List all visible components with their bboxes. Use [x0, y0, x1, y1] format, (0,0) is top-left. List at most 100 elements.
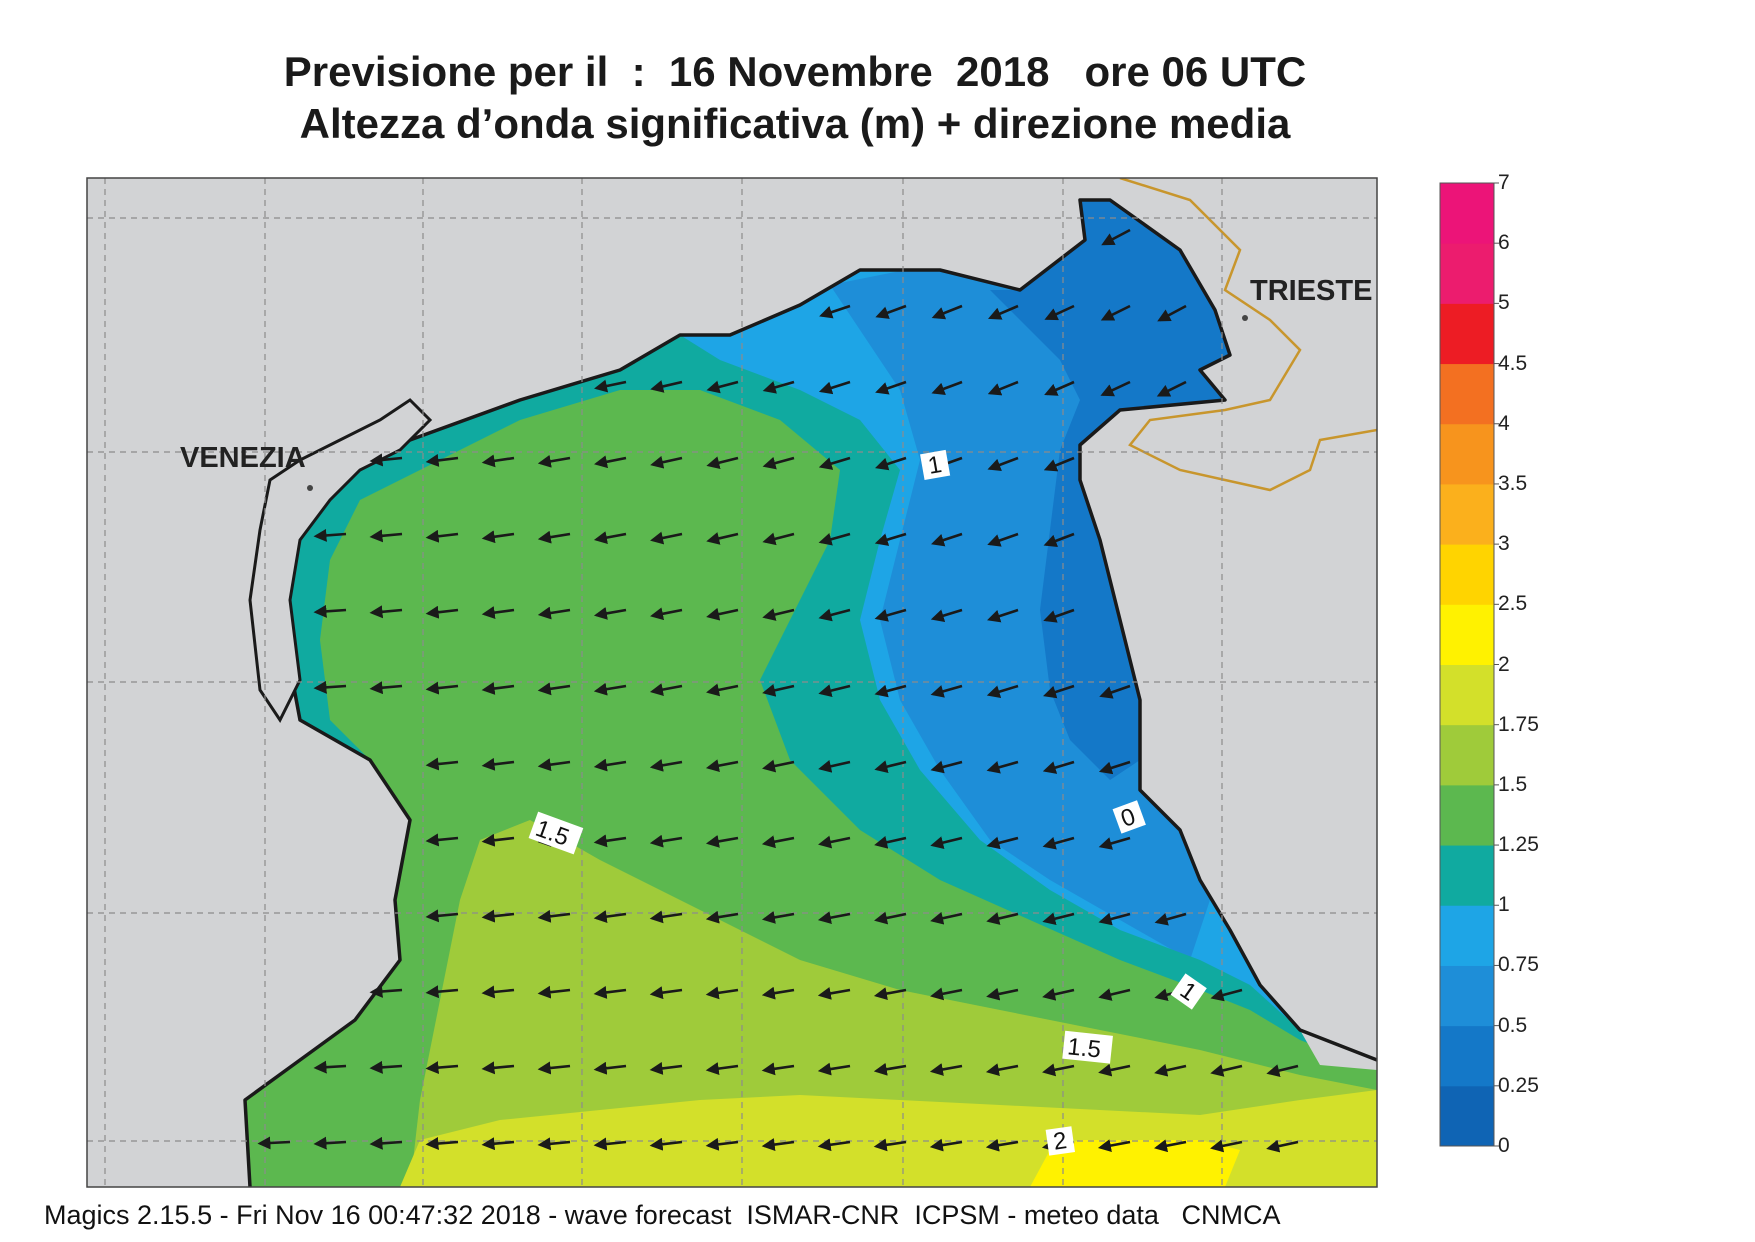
wave-arrow — [257, 1136, 291, 1150]
wave-arrow — [1042, 912, 1075, 926]
wave-arrow — [930, 987, 963, 1001]
wave-arrow — [1098, 912, 1131, 926]
wave-arrow — [1100, 380, 1131, 397]
colorbar-label: 1 — [1498, 893, 1510, 917]
wave-arrow — [481, 1061, 515, 1075]
wave-arrow — [649, 683, 683, 696]
wave-arrow — [761, 1062, 795, 1076]
colorbar-label: 0.5 — [1498, 1013, 1528, 1037]
wave-arrow — [1100, 304, 1131, 321]
colorbar-swatch — [1440, 183, 1494, 244]
wave-arrow — [1156, 380, 1187, 397]
wave-direction-arrows — [257, 228, 1299, 1153]
wave-arrow — [874, 911, 907, 925]
wave-arrow — [818, 456, 851, 470]
city-label-trieste: TRIESTE — [1250, 275, 1372, 307]
wave-arrow — [425, 1137, 459, 1150]
wave-arrow — [706, 380, 739, 394]
colorbar-swatch — [1440, 363, 1494, 425]
wave-arrow — [481, 682, 515, 695]
wave-arrow — [481, 606, 515, 620]
trieste-marker — [1242, 315, 1248, 321]
colorbar-label: 0.25 — [1498, 1073, 1539, 1097]
wave-arrow — [1042, 1063, 1075, 1077]
wave-arrow — [1043, 456, 1075, 472]
wave-arrow — [873, 987, 907, 1000]
wave-arrow — [593, 531, 627, 544]
wave-arrow — [1043, 684, 1075, 699]
wave-arrow — [817, 1138, 851, 1152]
wave-arrow — [988, 304, 1019, 320]
wave-arrow — [1210, 1064, 1243, 1077]
wave-arrow — [369, 1060, 403, 1074]
colorbar-label: 1.25 — [1498, 833, 1539, 857]
wave-arrow — [313, 1060, 347, 1074]
venezia-marker — [307, 485, 313, 491]
colorbar-swatch — [1440, 1085, 1494, 1147]
footer-credits: Magics 2.15.5 - Fri Nov 16 00:47:32 2018… — [44, 1200, 1281, 1230]
wave-arrow — [425, 605, 459, 619]
wave-arrow — [481, 530, 515, 544]
wave-arrow — [818, 608, 851, 622]
wave-arrow — [761, 986, 795, 1000]
colorbar-swatch — [1440, 965, 1494, 1027]
lat-lon-grid — [87, 178, 1377, 1187]
wave-arrow — [929, 1138, 963, 1152]
wave-arrow — [930, 608, 963, 622]
wave-arrow — [705, 1062, 739, 1076]
wave-arrow — [1097, 1139, 1131, 1152]
colorbar-swatch — [1440, 243, 1494, 304]
contour-label-5: 1.5 — [1062, 1030, 1113, 1064]
wave-arrow — [705, 986, 739, 1000]
colorbar-swatch — [1440, 724, 1494, 786]
wave-arrow — [818, 835, 851, 849]
wave-arrow — [1042, 760, 1075, 774]
coastline — [243, 198, 1377, 1187]
wave-arrow — [649, 910, 683, 924]
contour-label-3: 0 — [1112, 800, 1146, 834]
wave-arrow — [1044, 380, 1075, 396]
wave-arrow — [313, 680, 347, 694]
wave-arrow — [1101, 228, 1131, 246]
wave-arrow — [875, 380, 907, 395]
wave-arrow — [1098, 836, 1131, 850]
colorbar-label: 4 — [1498, 411, 1510, 435]
wave-arrow — [537, 606, 571, 620]
wave-arrow — [313, 1136, 347, 1150]
wave-arrow — [761, 835, 795, 849]
wave-arrow — [425, 1061, 459, 1075]
wave-arrow — [874, 532, 907, 546]
wave-arrow — [874, 684, 907, 698]
wave-arrow — [819, 304, 851, 319]
wave-arrow — [761, 1138, 795, 1151]
colorbar-swatch — [1440, 604, 1494, 665]
wave-arrow — [987, 456, 1019, 472]
wave-arrow — [930, 836, 963, 849]
city-label-venezia: VENEZIA — [180, 442, 306, 474]
wave-arrow — [369, 453, 403, 467]
colorbar-swatch — [1440, 423, 1494, 485]
wave-arrow — [930, 760, 963, 774]
wave-arrow — [481, 833, 515, 847]
wave-arrow — [1157, 304, 1187, 322]
wave-arrow — [873, 1138, 907, 1152]
colorbar-label: 5 — [1498, 291, 1510, 315]
wave-arrow — [873, 1062, 907, 1076]
wave-arrow — [1210, 1139, 1243, 1153]
colorbar — [1439, 182, 1499, 1147]
wave-arrow — [1154, 912, 1187, 926]
wave-arrow — [762, 380, 795, 394]
wave-arrow — [594, 379, 627, 393]
wave-arrow — [650, 380, 683, 393]
wave-arrow — [985, 1063, 1019, 1077]
wave-arrow — [1042, 987, 1075, 1001]
wave-arrow — [537, 909, 571, 923]
wave-arrow — [1210, 988, 1243, 1002]
wave-arrow — [706, 607, 739, 621]
wave-arrow — [874, 835, 907, 849]
wave-arrow — [818, 684, 851, 697]
wave-arrow — [593, 606, 627, 620]
wave-arrow — [705, 1137, 739, 1151]
wave-arrow — [481, 1137, 515, 1151]
wave-arrow — [425, 909, 459, 923]
